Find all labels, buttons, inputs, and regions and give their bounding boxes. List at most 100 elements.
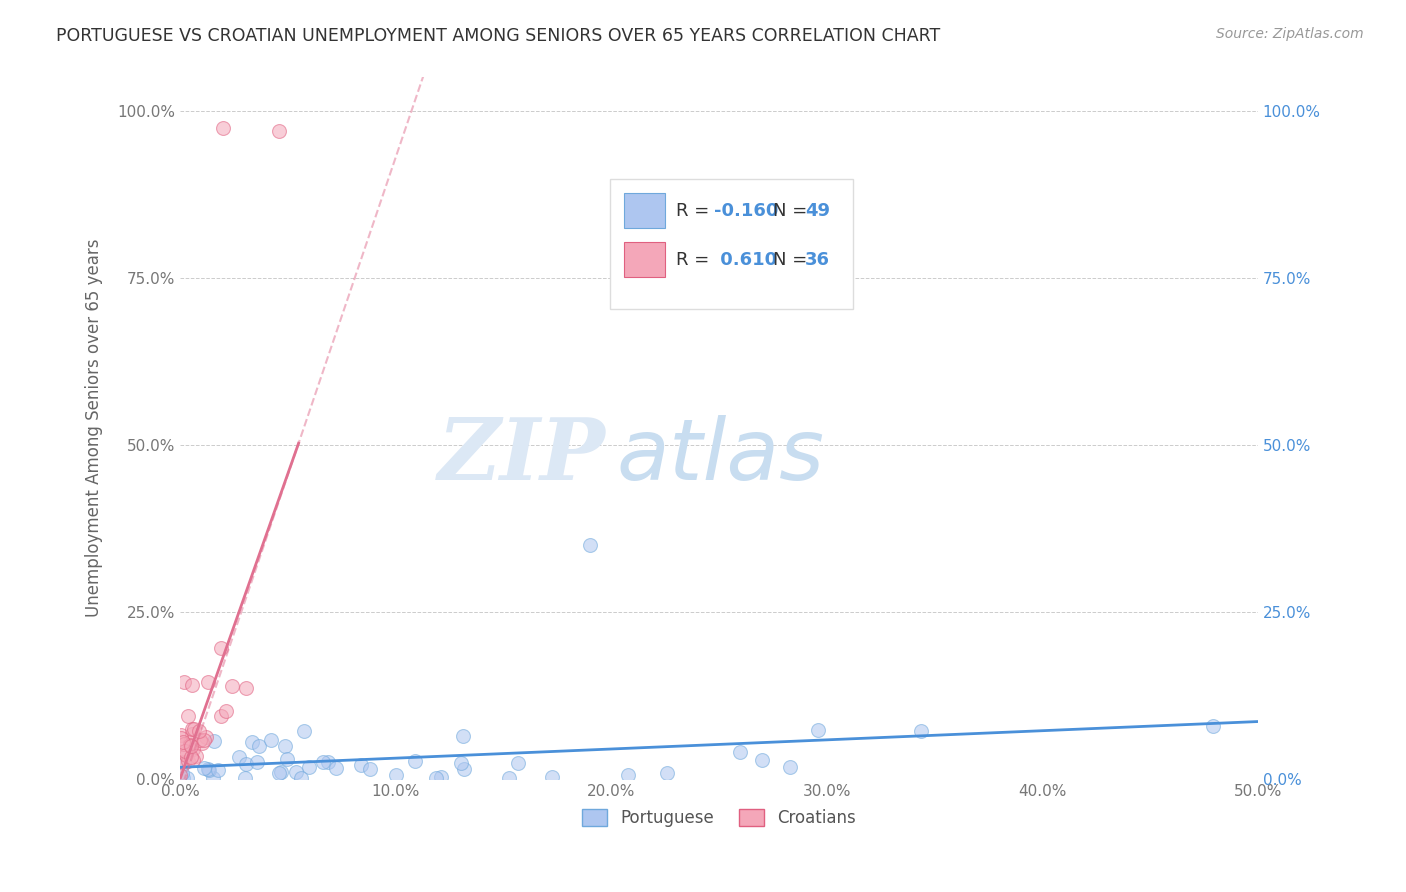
Point [197, 674, 219, 689]
Point [180, 739, 202, 754]
Point [170, 755, 193, 769]
Legend: Portuguese, Croatians: Portuguese, Croatians [575, 802, 863, 834]
Text: -0.160: -0.160 [714, 202, 778, 219]
Point [176, 771, 198, 785]
Point [617, 768, 640, 782]
Point [806, 723, 828, 737]
Point [240, 735, 263, 749]
Point [197, 763, 219, 777]
Text: atlas: atlas [617, 415, 824, 498]
Text: 36: 36 [806, 251, 830, 268]
FancyBboxPatch shape [624, 243, 665, 277]
Point [179, 735, 201, 749]
Point [193, 732, 215, 747]
Point [269, 124, 291, 138]
Point [359, 762, 381, 776]
Point [290, 771, 312, 785]
Point [215, 704, 238, 718]
Text: ZIP: ZIP [437, 415, 606, 498]
Point [183, 722, 205, 736]
Point [174, 747, 197, 761]
Point [233, 771, 256, 785]
Point [385, 768, 408, 782]
Point [188, 733, 211, 747]
Point [498, 771, 520, 785]
Point [260, 733, 283, 747]
Point [202, 734, 225, 748]
Point [177, 709, 200, 723]
Point [183, 742, 205, 756]
Point [276, 752, 298, 766]
Point [188, 723, 211, 738]
Point [201, 771, 224, 785]
Point [540, 770, 562, 784]
FancyBboxPatch shape [610, 179, 852, 309]
Y-axis label: Unemployment Among Seniors over 65 years: Unemployment Among Seniors over 65 years [86, 239, 103, 617]
Point [451, 729, 474, 743]
Point [325, 761, 347, 775]
Point [181, 722, 204, 736]
FancyBboxPatch shape [624, 194, 665, 228]
Point [228, 750, 250, 764]
Point [193, 761, 215, 775]
Point [285, 765, 308, 780]
Point [404, 754, 426, 768]
Point [172, 771, 194, 785]
Point [195, 730, 218, 744]
Point [173, 756, 195, 771]
Text: 49: 49 [806, 202, 830, 219]
Text: R =: R = [676, 251, 714, 268]
Point [172, 735, 194, 749]
Point [180, 749, 202, 764]
Point [235, 681, 257, 695]
Point [184, 748, 207, 763]
Text: PORTUGUESE VS CROATIAN UNEMPLOYMENT AMONG SENIORS OVER 65 YEARS CORRELATION CHAR: PORTUGUESE VS CROATIAN UNEMPLOYMENT AMON… [56, 27, 941, 45]
Point [221, 680, 243, 694]
Point [181, 753, 204, 767]
Point [179, 738, 201, 752]
Point [235, 756, 257, 771]
Point [292, 723, 315, 738]
Text: 0.610: 0.610 [714, 251, 776, 268]
Point [910, 724, 932, 739]
Point [173, 737, 195, 751]
Point [779, 759, 801, 773]
Point [180, 678, 202, 692]
Point [173, 744, 195, 758]
Point [728, 745, 751, 759]
Point [425, 771, 447, 785]
Point [316, 755, 339, 769]
Text: Source: ZipAtlas.com: Source: ZipAtlas.com [1216, 27, 1364, 41]
Point [197, 762, 219, 776]
Point [170, 731, 193, 746]
Point [211, 708, 233, 723]
Point [212, 120, 235, 135]
Point [207, 763, 229, 777]
Point [578, 538, 600, 552]
Point [450, 756, 472, 771]
Point [274, 739, 297, 754]
Point [350, 757, 373, 772]
Text: N =: N = [773, 202, 813, 219]
Point [173, 674, 195, 689]
Point [298, 760, 321, 774]
Point [751, 753, 773, 767]
Point [312, 755, 335, 769]
Text: N =: N = [773, 251, 813, 268]
Point [508, 756, 530, 770]
Point [181, 727, 204, 741]
Point [247, 739, 270, 753]
Point [191, 736, 214, 750]
Point [453, 762, 475, 776]
Point [269, 766, 291, 780]
Point [169, 768, 191, 782]
Point [655, 766, 678, 780]
Point [430, 771, 453, 785]
Point [246, 755, 269, 769]
Point [177, 754, 200, 768]
Point [209, 640, 232, 655]
Point [172, 766, 194, 780]
Point [270, 765, 292, 780]
Point [170, 728, 193, 742]
Point [1202, 719, 1225, 733]
